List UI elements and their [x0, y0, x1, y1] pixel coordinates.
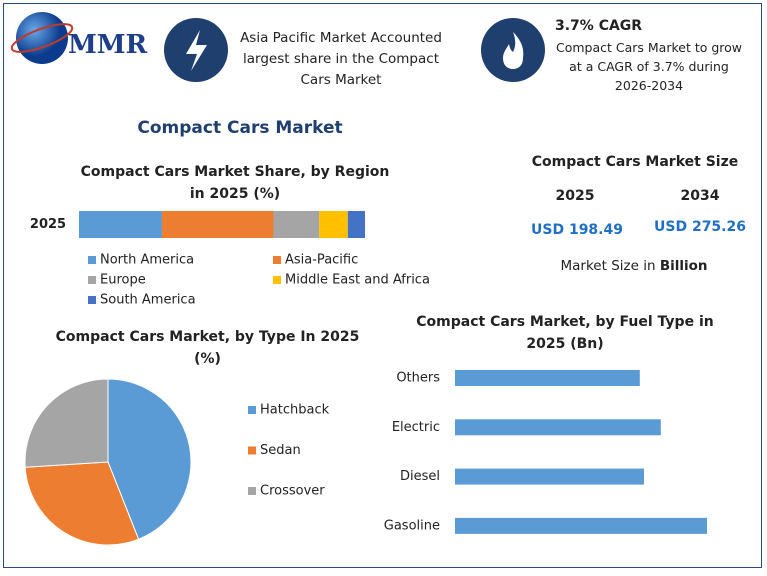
frame [3, 3, 762, 568]
size-value: USD 198.49 [531, 222, 623, 238]
legend-swatch [88, 296, 96, 304]
legend-swatch [88, 256, 96, 264]
legend-label: Middle East and Africa [285, 273, 430, 288]
y-tick-label: Others [396, 371, 440, 386]
legend-swatch [273, 276, 281, 284]
main-title: Compact Cars Market [137, 118, 343, 138]
size-title: Compact Cars Market Size [531, 154, 739, 170]
category-label: 2025 [30, 217, 66, 232]
cagr-title: 3.7% CAGR [555, 18, 643, 34]
pie-slice [24, 378, 109, 468]
legend-label: Crossover [260, 484, 325, 499]
legend-swatch [248, 487, 256, 495]
size-value: USD 275.26 [654, 219, 746, 235]
cagr-text: Compact Cars Market to grow at a CAGR of… [555, 40, 743, 93]
chart-title: Compact Cars Market, by Type In 2025 (%) [55, 329, 360, 367]
note: Market Size in [560, 258, 656, 274]
legend-swatch [88, 276, 96, 284]
size-year: 2034 [680, 188, 720, 204]
chart-title: Compact Cars Market Share, by Region in … [80, 164, 390, 202]
y-tick-label: Electric [392, 420, 440, 435]
highlight-text: Asia Pacific Market Accounted largest sh… [240, 30, 442, 88]
flame [503, 32, 524, 69]
size-year: 2025 [555, 188, 595, 204]
bar [455, 370, 640, 386]
bar-segment [273, 211, 320, 238]
legend-label: Europe [100, 273, 146, 288]
pie-slice [107, 378, 192, 540]
unit: Billion [659, 258, 708, 274]
bar-segment [79, 211, 162, 238]
bolt [186, 30, 207, 71]
logo-text: MMR [68, 30, 148, 60]
bar [455, 419, 661, 436]
y-tick-label: Gasoline [384, 518, 440, 533]
chart-title: Compact Cars Market, by Fuel Type in 202… [416, 314, 714, 352]
size-note: Market Size in Billion [534, 258, 734, 274]
legend-swatch [273, 256, 281, 264]
legend-label: Hatchback [260, 403, 330, 418]
icon-flame [481, 18, 545, 82]
bar-segment [319, 211, 348, 238]
legend-label: Asia-Pacific [285, 253, 358, 268]
y-tick-label: Diesel [400, 469, 440, 484]
logo-orbit [10, 23, 74, 53]
legend-swatch [248, 446, 256, 455]
legend-label: Sedan [260, 443, 301, 458]
bar [455, 517, 707, 534]
pie-slice [24, 461, 140, 546]
bar-segment [347, 211, 365, 238]
legend-label: North America [100, 253, 194, 268]
legend-swatch [248, 406, 256, 414]
bar-segment [161, 211, 274, 238]
logo-globe [16, 12, 68, 64]
bar [455, 468, 644, 485]
legend-label: South America [100, 293, 196, 308]
